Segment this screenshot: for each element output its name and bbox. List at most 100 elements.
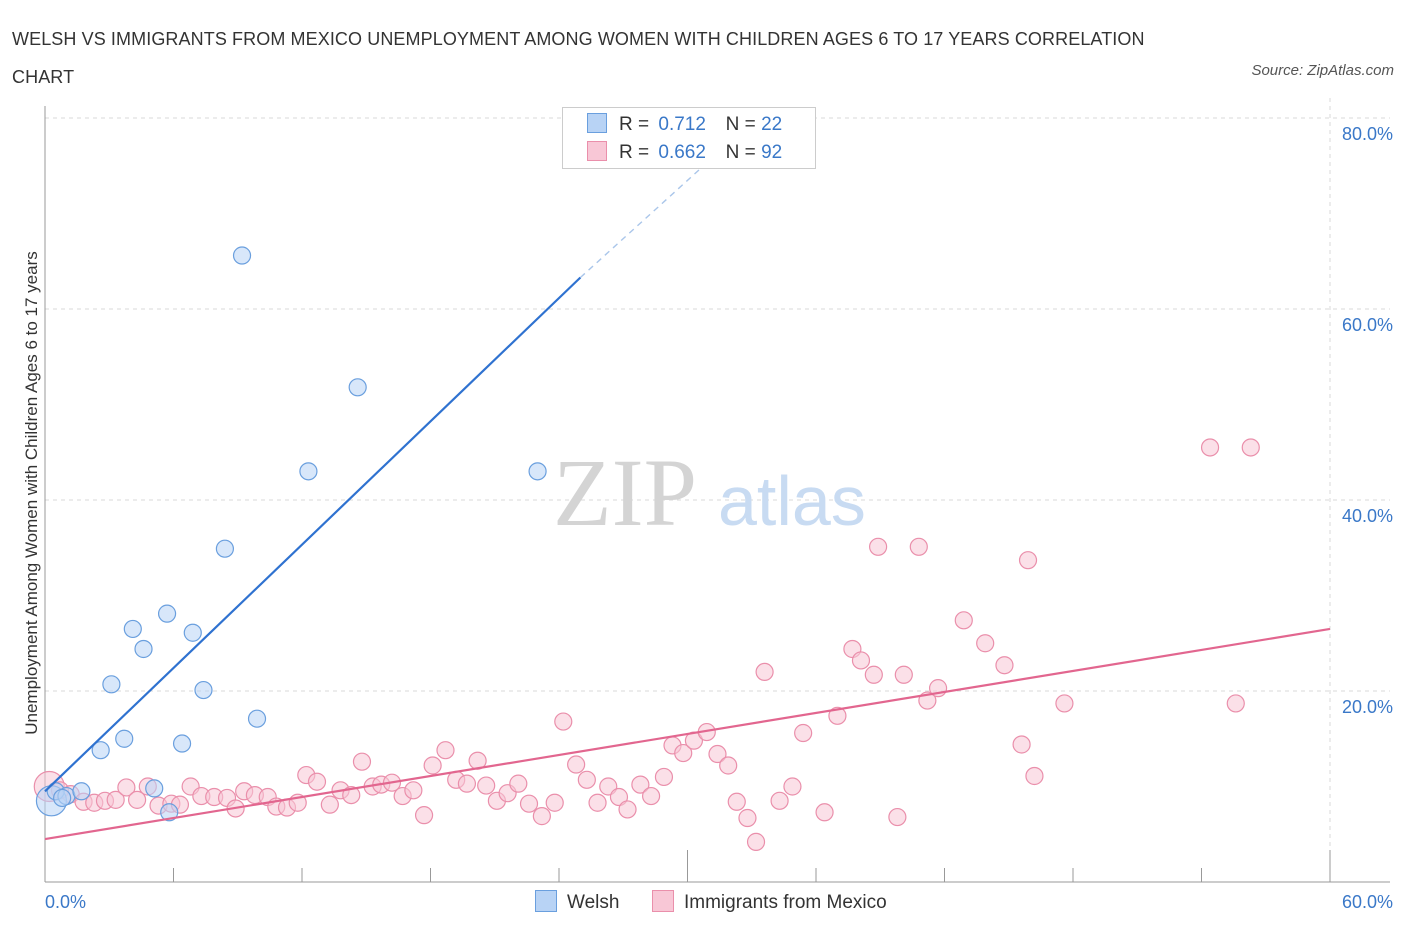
mexico-point <box>1012 735 1031 754</box>
mexico-point <box>545 793 564 812</box>
mexico-point <box>727 792 746 811</box>
mexico-point <box>352 752 372 771</box>
welsh-point <box>160 803 179 822</box>
mexico-point <box>457 774 477 793</box>
mexico-point <box>995 656 1014 675</box>
mexico-point <box>828 706 847 725</box>
source-label: Source: ZipAtlas.com <box>1251 62 1394 79</box>
mexico-point <box>567 755 586 774</box>
mexico-point <box>755 662 774 682</box>
mexico-point <box>519 794 539 813</box>
welsh-point <box>299 462 318 481</box>
welsh-n-value: 22 <box>761 114 783 135</box>
trend-lines <box>44 160 1331 841</box>
chart-title: WELSH VS IMMIGRANTS FROM MEXICO UNEMPLOY… <box>12 29 1145 87</box>
mexico-point <box>1200 438 1220 457</box>
mexico-point <box>106 790 125 809</box>
mexico-point <box>783 777 802 796</box>
watermark-atlas: atlas <box>718 462 866 540</box>
mexico-point <box>117 778 136 797</box>
mexico-point <box>851 651 871 670</box>
welsh-point <box>348 378 367 397</box>
mexico-point <box>794 723 813 743</box>
mexico-point <box>864 665 883 684</box>
welsh-point <box>115 729 134 748</box>
mexico-point <box>654 767 674 787</box>
tick-labels: 20.0% 40.0% 60.0% 80.0% 0.0% 60.0% <box>45 124 1393 912</box>
y-tick-label: 40.0% <box>1342 506 1393 526</box>
bottom-mexico-label: Immigrants from Mexico <box>684 892 887 913</box>
mexico-point <box>436 741 455 760</box>
mexico-point <box>641 786 661 806</box>
bottom-mexico-swatch <box>652 890 674 912</box>
mexico-point <box>618 800 637 819</box>
welsh-n-label: N = <box>725 114 756 135</box>
mexico-point <box>509 774 528 793</box>
mexico-n-value: 92 <box>761 142 783 163</box>
mexico-point <box>554 712 573 731</box>
welsh-point <box>91 741 110 760</box>
mexico-point <box>1226 694 1245 713</box>
mexico-point <box>1055 694 1074 713</box>
mexico-point <box>1018 551 1038 570</box>
welsh-point <box>194 680 213 700</box>
mexico-point <box>423 756 442 775</box>
mexico-point <box>532 807 551 826</box>
welsh-trend-extension <box>579 160 710 279</box>
mexico-point <box>869 537 888 556</box>
bottom-welsh-label: Welsh <box>567 892 620 913</box>
welsh-point <box>183 623 202 642</box>
mexico-point <box>477 776 496 795</box>
watermark-zip: ZIP <box>553 439 697 546</box>
mexico-swatch <box>587 141 607 161</box>
mexico-point <box>894 665 913 684</box>
mexico-point <box>719 756 738 775</box>
mexico-point <box>909 537 928 556</box>
correlation-legend: R = 0.712 N = 22 R = 0.662 N = 92 <box>562 107 816 169</box>
mexico-point <box>404 781 423 800</box>
watermark: ZIP atlas <box>553 439 866 546</box>
y-tick-label: 80.0% <box>1342 124 1393 144</box>
welsh-trend-line <box>44 276 582 793</box>
legend-row-mexico: R = 0.662 N = 92 <box>587 141 782 164</box>
welsh-point <box>102 675 121 694</box>
mexico-point <box>609 787 629 807</box>
x-tick-label-min: 0.0% <box>45 892 86 912</box>
welsh-points <box>35 246 547 822</box>
mexico-point <box>577 770 596 789</box>
mexico-point <box>342 785 361 805</box>
y-tick-label: 60.0% <box>1342 315 1393 335</box>
welsh-r-label: R = <box>619 114 650 135</box>
axes <box>44 106 1390 883</box>
mexico-point <box>588 793 607 812</box>
mexico-point <box>414 806 434 825</box>
mexico-r-label: R = <box>619 142 650 163</box>
mexico-point <box>1025 766 1044 786</box>
mexico-n-label: N = <box>725 142 756 163</box>
mexico-point <box>770 791 789 810</box>
mexico-point <box>320 795 339 814</box>
x-tick-label-max: 60.0% <box>1342 892 1393 912</box>
mexico-point <box>674 743 693 763</box>
welsh-point <box>528 462 547 481</box>
mexico-point <box>976 634 995 653</box>
bottom-welsh-swatch <box>535 890 557 912</box>
mexico-point <box>888 807 907 827</box>
welsh-point <box>123 619 142 639</box>
mexico-point <box>708 744 727 764</box>
welsh-point <box>232 246 252 265</box>
mexico-point <box>746 832 766 851</box>
mexico-point <box>738 808 757 828</box>
welsh-point <box>172 734 192 753</box>
mexico-point <box>954 611 973 630</box>
mexico-point <box>815 803 834 822</box>
mexico-point <box>1241 438 1260 457</box>
bottom-legend-welsh: Welsh <box>535 890 619 914</box>
y-tick-label: 20.0% <box>1342 697 1393 717</box>
welsh-point <box>145 779 164 798</box>
mexico-points <box>33 438 1260 851</box>
welsh-r-value: 0.712 <box>658 114 706 135</box>
welsh-point <box>72 782 91 801</box>
mexico-point <box>307 772 327 791</box>
